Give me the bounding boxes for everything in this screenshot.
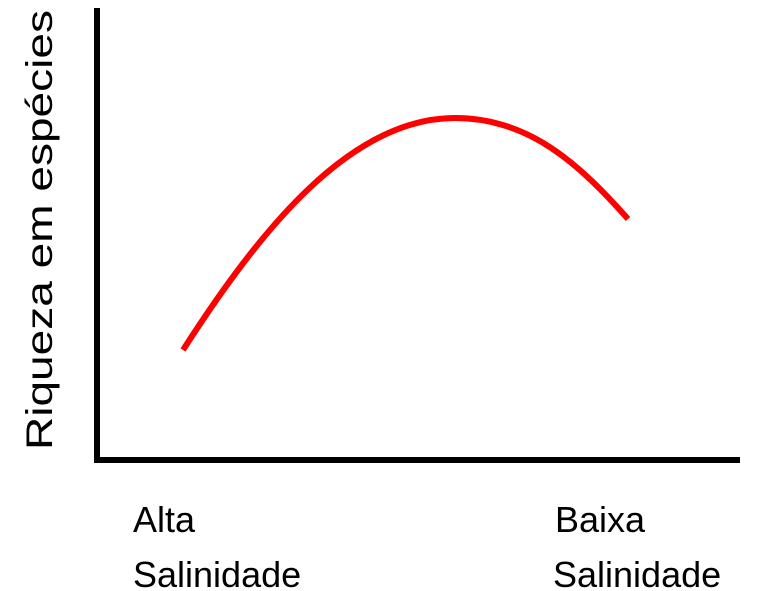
curve bbox=[180, 114, 631, 352]
x-label-line: Salinidade bbox=[553, 554, 721, 591]
x-label-line: Baixa bbox=[555, 499, 646, 540]
x-label-line: Salinidade bbox=[133, 554, 301, 591]
x-label-line: Alta bbox=[133, 499, 196, 540]
y-axis-label: Riqueza em espécies bbox=[19, 10, 60, 450]
